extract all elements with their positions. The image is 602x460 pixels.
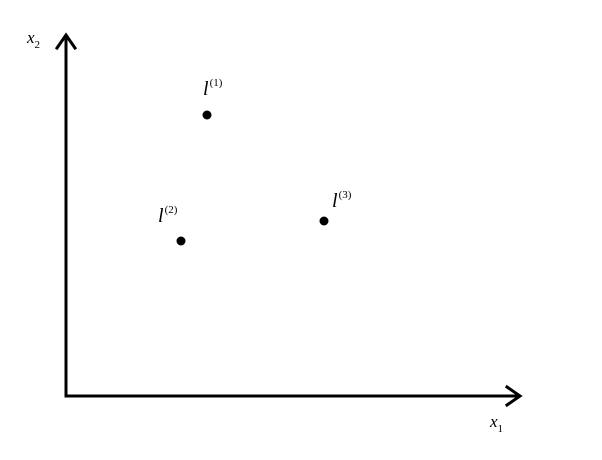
point-label-3: l(3): [332, 189, 352, 212]
x-axis: [64, 384, 523, 408]
point-label-2: l(2): [158, 204, 178, 227]
point-3: [319, 216, 329, 226]
point-1: [202, 110, 212, 120]
y-axis-label: x2: [26, 28, 40, 51]
point-2: [176, 236, 186, 246]
x-axis-label: x1: [489, 412, 503, 435]
point-label-1: l(1): [203, 77, 223, 100]
y-axis: [54, 32, 78, 398]
